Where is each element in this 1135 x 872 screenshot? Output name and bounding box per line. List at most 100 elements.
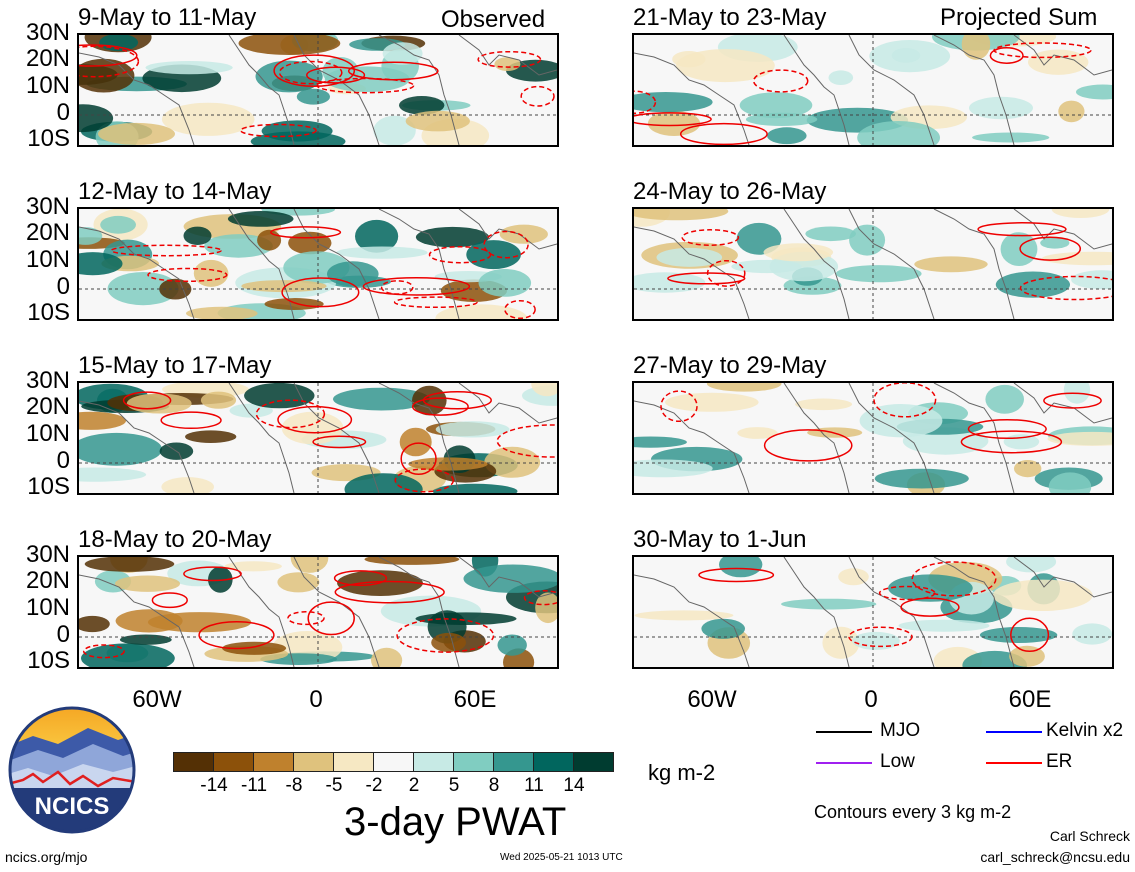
panel-title-right-4: 30-May to 1-Jun [633, 526, 807, 553]
pwat-anomaly-blob [888, 574, 973, 602]
er-contour [679, 122, 768, 145]
map-panel-left-4 [77, 555, 559, 669]
er-contour [1010, 617, 1050, 653]
colorbar [173, 752, 614, 772]
pwat-anomaly-blob [478, 269, 532, 297]
er-contour [483, 230, 529, 259]
er-contour [520, 85, 555, 107]
legend-kelvin-line [986, 731, 1042, 733]
er-contour [82, 644, 125, 659]
er-contour [878, 585, 936, 601]
er-contour [477, 50, 542, 68]
er-contour [122, 391, 172, 410]
panel-title-left-1: 9-May to 11-May [78, 4, 257, 31]
colorbar-swatch [333, 752, 374, 772]
colorbar-swatch [453, 752, 494, 772]
er-contour [277, 405, 353, 434]
map-panel-left-2 [77, 207, 559, 321]
er-contour [1019, 236, 1082, 261]
pwat-anomaly-blob [79, 467, 147, 482]
legend-mjo-label: MJO [880, 720, 921, 741]
observed-label: Observed [441, 6, 546, 33]
er-contour [278, 60, 343, 85]
legend-kelvin-label: Kelvin x2 [1046, 720, 1124, 741]
pwat-anomaly-blob [81, 643, 175, 667]
pwat-anomaly-blob [1028, 49, 1089, 75]
er-contour [255, 399, 326, 429]
pwat-anomaly-blob [763, 243, 834, 262]
pwat-anomaly-blob [1058, 100, 1085, 123]
pwat-map [634, 383, 1112, 493]
pwat-anomaly-blob [405, 110, 470, 132]
pwat-anomaly-blob [327, 261, 379, 287]
panel-title-right-3: 27-May to 29-May [633, 352, 827, 379]
er-contour [967, 418, 1047, 440]
pwat-anomaly-blob [373, 115, 416, 145]
pwat-anomaly-blob [1000, 232, 1038, 266]
lat-label: 0 [56, 273, 70, 300]
pwat-anomaly-blob [382, 42, 423, 65]
colorbar-swatch [533, 752, 574, 772]
pwat-anomaly-blob [126, 393, 192, 414]
panel-title-left-3: 15-May to 17-May [78, 352, 272, 379]
pwat-map [79, 35, 557, 145]
pwat-anomaly-blob [992, 579, 1093, 611]
pwat-map [634, 35, 1112, 145]
pwat-anomaly-blob [435, 421, 510, 438]
er-contour [634, 112, 712, 127]
pwat-anomaly-blob [739, 92, 813, 119]
panel-title-left-4: 18-May to 20-May [78, 526, 272, 553]
coastline [634, 209, 1112, 319]
pwat-anomaly-blob [415, 612, 517, 625]
er-contour [698, 567, 775, 583]
pwat-anomaly-blob [244, 383, 315, 409]
pwat-anomaly-blob [795, 398, 853, 411]
pwat-anomaly-blob [79, 615, 110, 633]
pwat-anomaly-blob [408, 457, 488, 471]
legend-low-label: Low [880, 751, 915, 772]
er-contour [393, 296, 478, 309]
pwat-anomaly-blob [238, 35, 341, 55]
pwat-anomaly-blob [1071, 270, 1112, 290]
coastline [634, 557, 1112, 667]
er-contour [307, 601, 355, 636]
er-contour [660, 390, 698, 423]
lat-label: 10N [25, 72, 70, 99]
pwat-anomaly-blob [634, 459, 713, 478]
er-contour [1043, 392, 1102, 409]
pwat-anomaly-blob [364, 557, 460, 565]
colorbar-tick-label: -8 [285, 775, 303, 796]
lat-label: 30N [25, 193, 70, 220]
pwat-anomaly-blob [100, 215, 136, 234]
pwat-anomaly-blob [656, 247, 723, 267]
colorbar-swatch [493, 752, 534, 772]
er-contour [333, 570, 388, 587]
pwat-anomaly-blob [891, 48, 921, 63]
pwat-anomaly-blob [145, 61, 233, 75]
pwat-anomaly-blob [257, 229, 282, 251]
legend-er-label: ER [1046, 751, 1073, 772]
pwat-anomaly-blob [224, 561, 282, 572]
pwat-anomaly-blob [822, 626, 860, 659]
lat-label: 30N [25, 367, 70, 394]
colorbar-tick-label: -5 [325, 775, 343, 796]
pwat-anomaly-blob [355, 219, 399, 253]
pwat-anomaly-blob [333, 387, 430, 411]
er-contour [147, 267, 228, 283]
pwat-anomaly-blob [432, 483, 518, 493]
pwat-anomaly-blob [186, 306, 258, 319]
pwat-anomaly-blob [805, 226, 856, 242]
footer-email: carl_schreck@ncsu.edu [980, 849, 1130, 865]
er-contour [523, 590, 557, 606]
lat-label: 0 [56, 621, 70, 648]
footer-url: ncics.org/mjo [5, 849, 88, 865]
colorbar-units: kg m-2 [648, 760, 716, 785]
map-panel-right-2 [632, 207, 1114, 321]
pwat-anomaly-blob [634, 610, 734, 621]
map-panel-right-1 [632, 33, 1114, 147]
er-contour [428, 245, 492, 264]
er-contour [752, 69, 809, 93]
footer-timestamp: Wed 2025-05-21 1013 UTC [500, 852, 623, 863]
pwat-anomaly-blob [277, 572, 320, 593]
pwat-anomaly-blob [336, 246, 428, 259]
